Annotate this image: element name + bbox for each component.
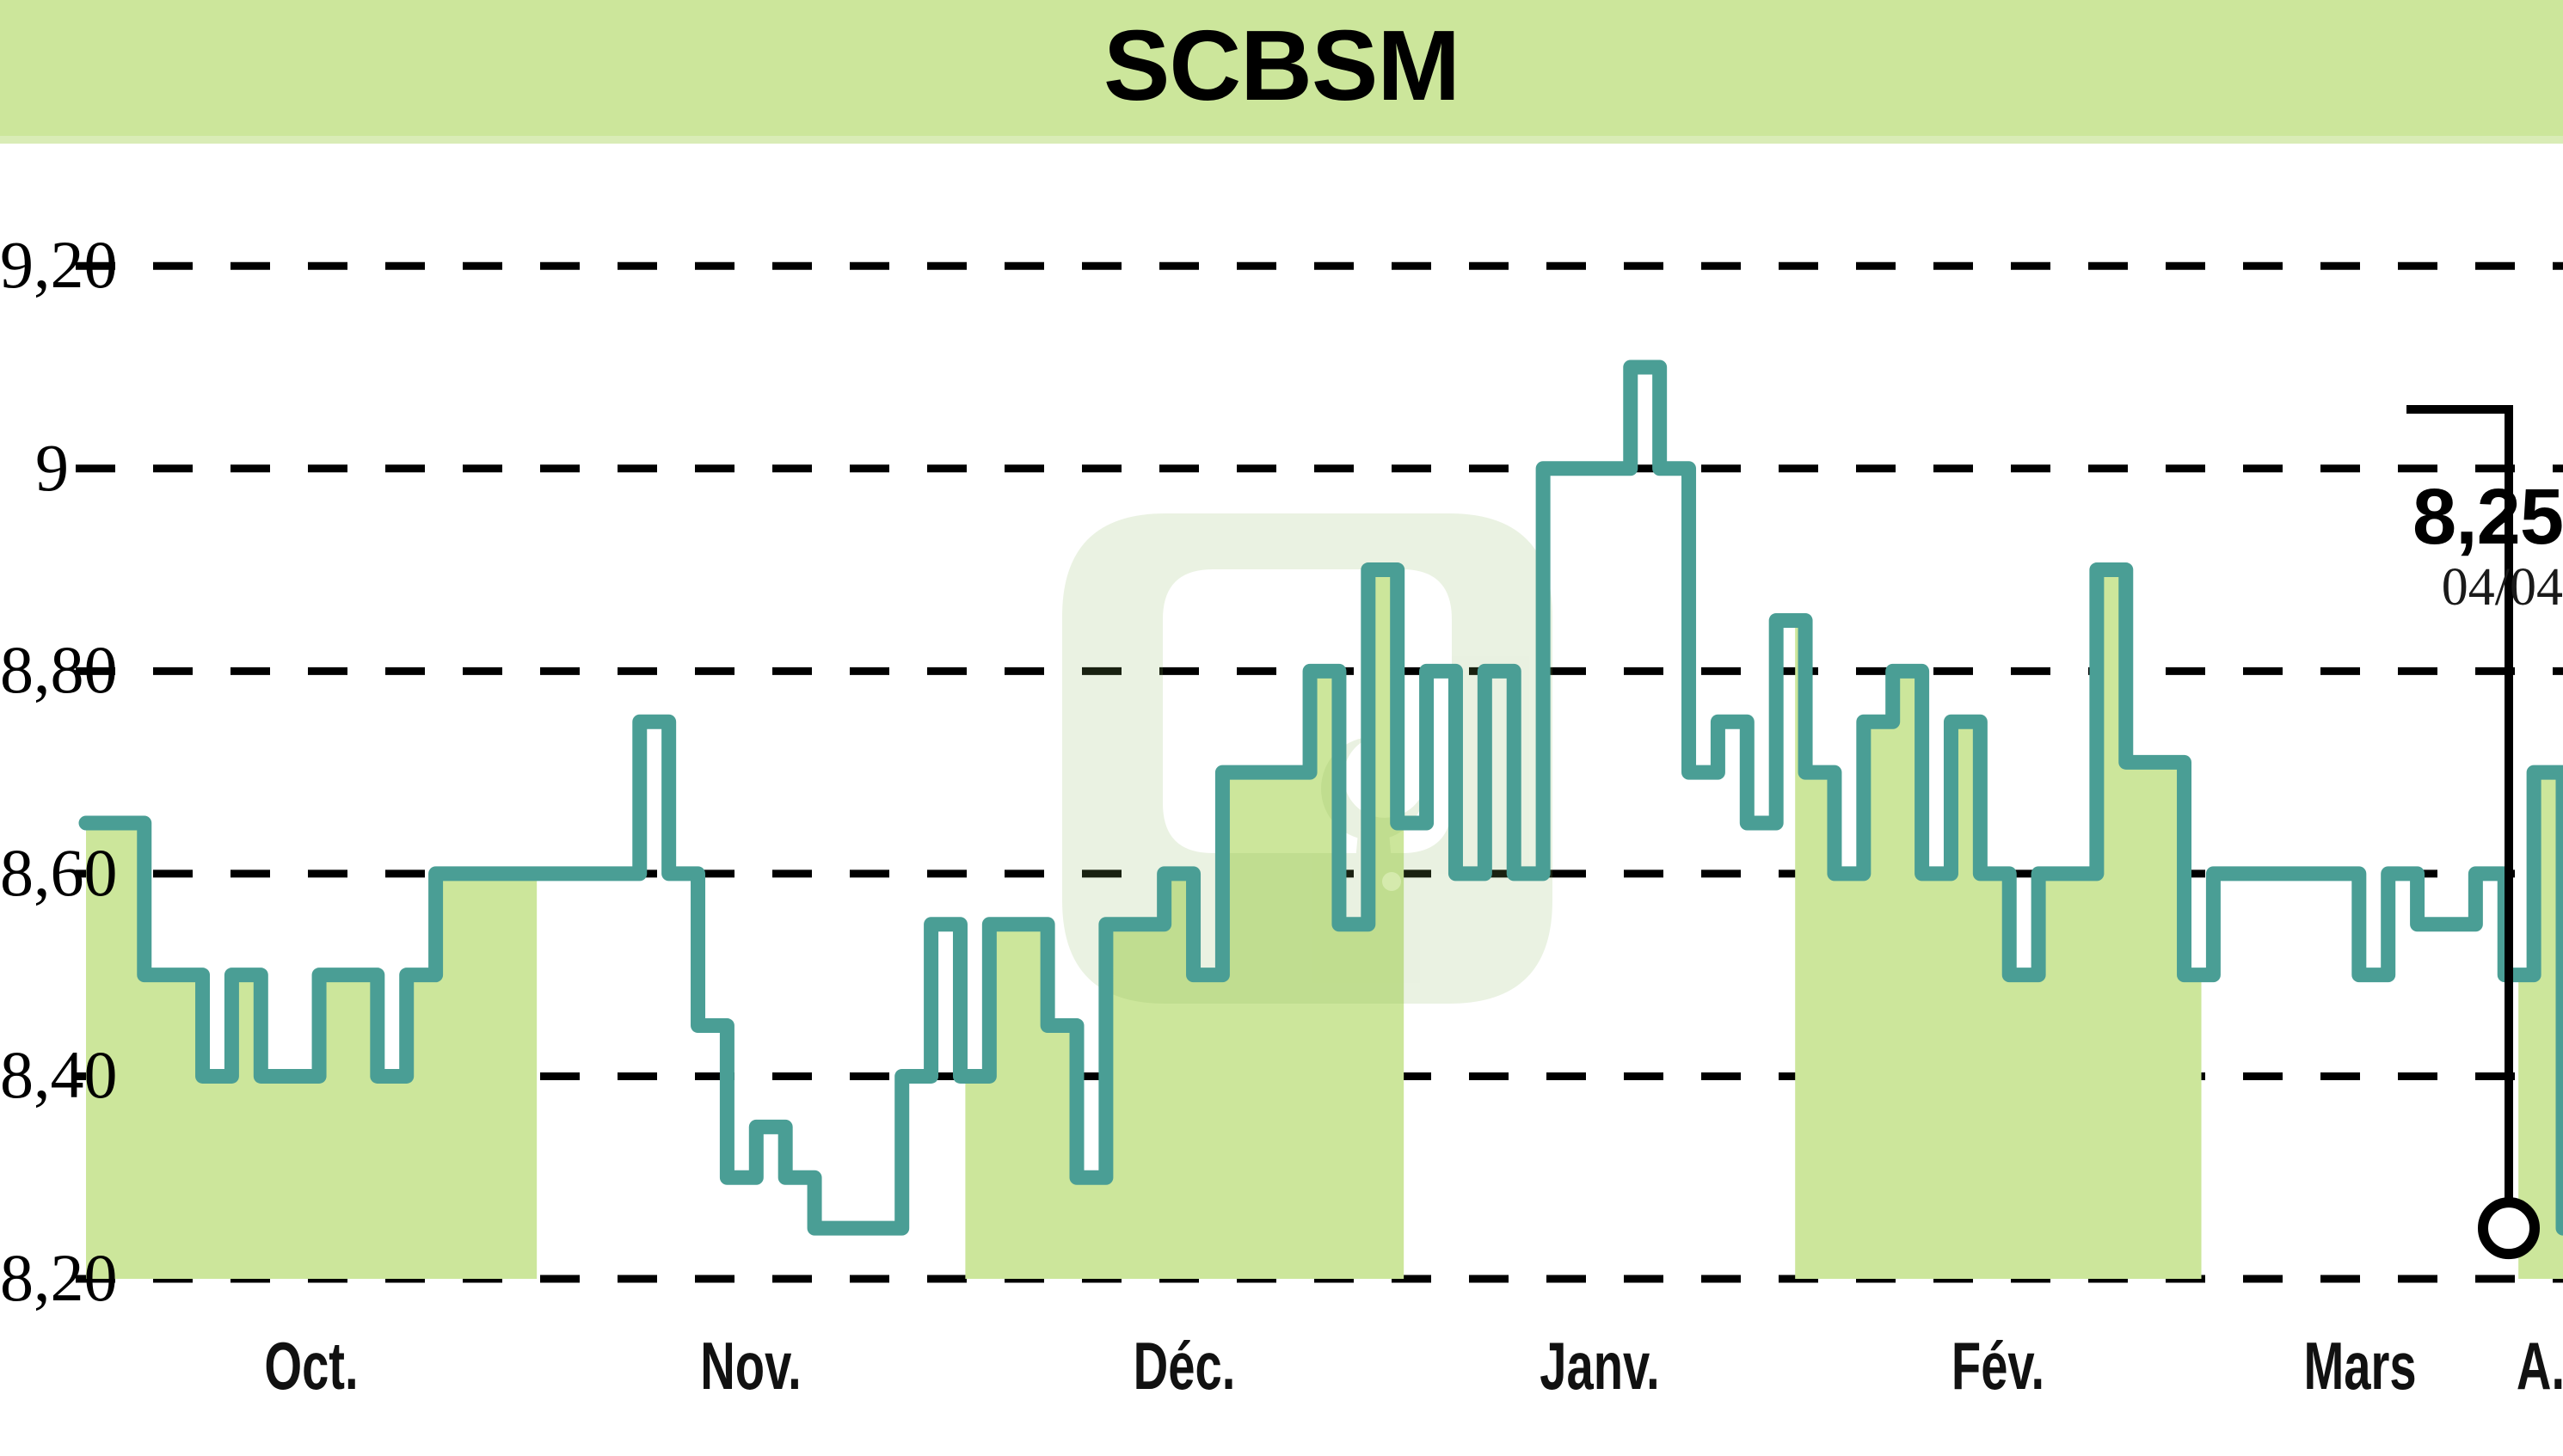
month-band-fill — [2518, 772, 2563, 1279]
x-axis-tick-label: Fév. — [1951, 1328, 2045, 1404]
header-band — [0, 0, 2563, 136]
annotation-bracket — [2406, 405, 2513, 1203]
price-line-group — [78, 359, 2563, 1236]
last-point-marker — [2478, 1197, 2540, 1260]
month-band-fill — [86, 823, 538, 1279]
last-price-label: 8,25 — [2412, 473, 2563, 561]
chart-plot-area: 8,20 8,40 8,60 8,80 9 9,20 Oct. Nov. Déc. Janv. F… — [0, 144, 2563, 1456]
last-date-label: 04/04 — [2441, 558, 2563, 617]
y-axis-tick-label: 9,20 — [0, 227, 118, 303]
y-axis-tick-label: 8,60 — [0, 834, 118, 910]
x-axis-tick-label: Oct. — [264, 1328, 359, 1404]
price-line — [78, 359, 2563, 1236]
x-axis-tick-label: Nov. — [700, 1328, 802, 1404]
header-band-edge — [0, 136, 2563, 144]
annotation-bracket-group — [2406, 405, 2540, 1260]
y-axis-tick-label: 8,80 — [0, 632, 118, 708]
x-axis-tick-label: Janv. — [1539, 1328, 1660, 1404]
y-axis-tick-label: 8,40 — [0, 1037, 118, 1113]
x-axis-tick-label: Déc. — [1133, 1328, 1236, 1404]
y-axis-tick-label: 8,20 — [0, 1240, 118, 1315]
stock-line-chart — [76, 261, 2563, 1283]
x-axis-tick-label: A. — [2516, 1328, 2563, 1404]
page-title: SCBSM — [1103, 9, 1460, 121]
x-axis-tick-label: Mars — [2303, 1328, 2417, 1404]
y-axis-tick-label: 9 — [35, 429, 69, 505]
